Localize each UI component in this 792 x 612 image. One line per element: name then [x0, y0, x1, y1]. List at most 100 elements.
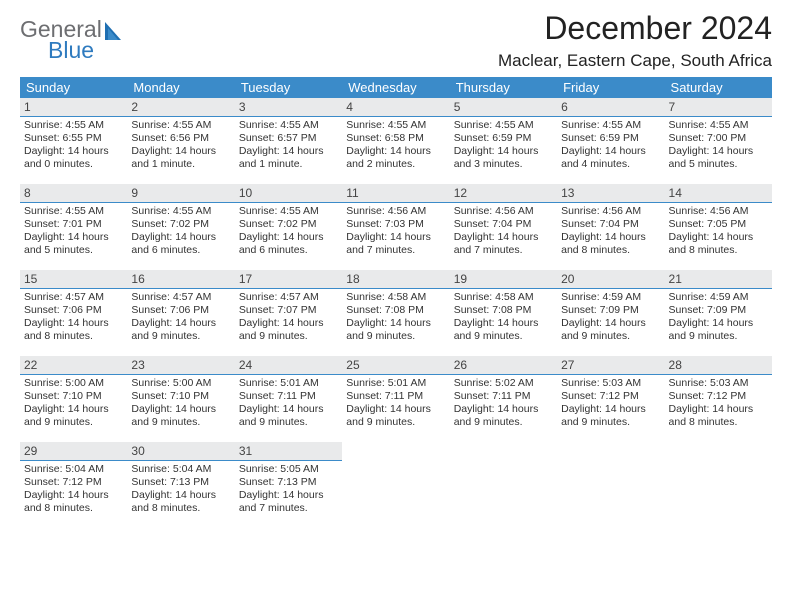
sunset-line: Sunset: 7:06 PM — [24, 304, 123, 317]
sunrise-line: Sunrise: 5:05 AM — [239, 463, 338, 476]
daylight-line: Daylight: 14 hours and 8 minutes. — [131, 489, 230, 515]
daylight-line: Daylight: 14 hours and 7 minutes. — [239, 489, 338, 515]
day-number: 7 — [665, 98, 772, 117]
sunset-line: Sunset: 7:03 PM — [346, 218, 445, 231]
weekday-header: Thursday — [450, 77, 557, 98]
day-info: Sunrise: 4:56 AMSunset: 7:04 PMDaylight:… — [561, 205, 660, 258]
daylight-line: Daylight: 14 hours and 5 minutes. — [669, 145, 768, 171]
day-cell: 9Sunrise: 4:55 AMSunset: 7:02 PMDaylight… — [127, 184, 234, 270]
logo-word-blue: Blue — [48, 39, 102, 62]
day-info: Sunrise: 4:57 AMSunset: 7:06 PMDaylight:… — [24, 291, 123, 344]
day-info: Sunrise: 5:02 AMSunset: 7:11 PMDaylight:… — [454, 377, 553, 430]
sunset-line: Sunset: 7:06 PM — [131, 304, 230, 317]
daylight-line: Daylight: 14 hours and 9 minutes. — [454, 403, 553, 429]
sunrise-line: Sunrise: 5:03 AM — [561, 377, 660, 390]
day-cell: 3Sunrise: 4:55 AMSunset: 6:57 PMDaylight… — [235, 98, 342, 184]
day-info: Sunrise: 4:55 AMSunset: 6:59 PMDaylight:… — [561, 119, 660, 172]
day-info: Sunrise: 4:56 AMSunset: 7:04 PMDaylight:… — [454, 205, 553, 258]
sunset-line: Sunset: 7:04 PM — [561, 218, 660, 231]
sunrise-line: Sunrise: 5:00 AM — [131, 377, 230, 390]
sunrise-line: Sunrise: 4:55 AM — [669, 119, 768, 132]
sunrise-line: Sunrise: 4:59 AM — [669, 291, 768, 304]
sunrise-line: Sunrise: 4:55 AM — [239, 119, 338, 132]
sunrise-line: Sunrise: 5:04 AM — [24, 463, 123, 476]
day-number: 20 — [557, 270, 664, 289]
sunset-line: Sunset: 7:13 PM — [131, 476, 230, 489]
sunrise-line: Sunrise: 4:55 AM — [131, 119, 230, 132]
sunset-line: Sunset: 7:12 PM — [561, 390, 660, 403]
day-info: Sunrise: 4:55 AMSunset: 6:58 PMDaylight:… — [346, 119, 445, 172]
daylight-line: Daylight: 14 hours and 2 minutes. — [346, 145, 445, 171]
sunset-line: Sunset: 7:11 PM — [239, 390, 338, 403]
day-info: Sunrise: 4:55 AMSunset: 6:59 PMDaylight:… — [454, 119, 553, 172]
daylight-line: Daylight: 14 hours and 8 minutes. — [24, 489, 123, 515]
day-cell: 6 Sunrise: 4:55 AMSunset: 6:59 PMDaylight… — [557, 98, 664, 184]
weekday-row: Sunday Monday Tuesday Wednesday Thursday… — [20, 77, 772, 98]
daylight-line: Daylight: 14 hours and 8 minutes. — [24, 317, 123, 343]
daylight-line: Daylight: 14 hours and 3 minutes. — [454, 145, 553, 171]
calendar-head: Sunday Monday Tuesday Wednesday Thursday… — [20, 77, 772, 98]
day-cell: 20 Sunrise: 4:59 AMSunset: 7:09 PMDayligh… — [557, 270, 664, 356]
day-info: Sunrise: 4:57 AMSunset: 7:07 PMDaylight:… — [239, 291, 338, 344]
day-info: Sunrise: 5:04 AMSunset: 7:12 PMDaylight:… — [24, 463, 123, 516]
day-cell: 5Sunrise: 4:55 AMSunset: 6:59 PMDaylight… — [450, 98, 557, 184]
day-number: 25 — [342, 356, 449, 375]
day-info: Sunrise: 5:00 AMSunset: 7:10 PMDaylight:… — [131, 377, 230, 430]
day-info: Sunrise: 5:04 AMSunset: 7:13 PMDaylight:… — [131, 463, 230, 516]
weekday-header: Friday — [557, 77, 664, 98]
day-number: 31 — [235, 442, 342, 461]
day-cell: 27Sunrise: 5:03 AMSunset: 7:12 PMDayligh… — [557, 356, 664, 442]
daylight-line: Daylight: 14 hours and 9 minutes. — [561, 403, 660, 429]
sunset-line: Sunset: 7:07 PM — [239, 304, 338, 317]
sunset-line: Sunset: 6:59 PM — [561, 132, 660, 145]
day-info: Sunrise: 4:55 AMSunset: 7:02 PMDaylight:… — [131, 205, 230, 258]
day-info: Sunrise: 4:55 AMSunset: 6:55 PMDaylight:… — [24, 119, 123, 172]
sunset-line: Sunset: 7:13 PM — [239, 476, 338, 489]
daylight-line: Daylight: 14 hours and 6 minutes. — [239, 231, 338, 257]
calendar-body: 1 Sunrise: 4:55 AMSunset: 6:55 PMDaylight… — [20, 98, 772, 528]
calendar-page: General Blue December 2024 Maclear, East… — [0, 0, 792, 612]
day-number: 23 — [127, 356, 234, 375]
sunset-line: Sunset: 7:09 PM — [669, 304, 768, 317]
day-cell: 25Sunrise: 5:01 AMSunset: 7:11 PMDayligh… — [342, 356, 449, 442]
sunset-line: Sunset: 7:08 PM — [454, 304, 553, 317]
sunset-line: Sunset: 7:12 PM — [669, 390, 768, 403]
title-block: December 2024 Maclear, Eastern Cape, Sou… — [498, 10, 772, 71]
daylight-line: Daylight: 14 hours and 8 minutes. — [561, 231, 660, 257]
day-info: Sunrise: 4:59 AMSunset: 7:09 PMDaylight:… — [561, 291, 660, 344]
day-cell: 21Sunrise: 4:59 AMSunset: 7:09 PMDayligh… — [665, 270, 772, 356]
day-number: 4 — [342, 98, 449, 117]
sunset-line: Sunset: 7:05 PM — [669, 218, 768, 231]
day-number: 6 — [557, 98, 664, 117]
day-cell: 22Sunrise: 5:00 AMSunset: 7:10 PMDayligh… — [20, 356, 127, 442]
sunset-line: Sunset: 7:08 PM — [346, 304, 445, 317]
day-number: 14 — [665, 184, 772, 203]
day-cell: 24Sunrise: 5:01 AMSunset: 7:11 PMDayligh… — [235, 356, 342, 442]
week-row: 15Sunrise: 4:57 AMSunset: 7:06 PMDayligh… — [20, 270, 772, 356]
header: General Blue December 2024 Maclear, East… — [20, 12, 772, 71]
day-number: 30 — [127, 442, 234, 461]
day-cell: 19Sunrise: 4:58 AMSunset: 7:08 PMDayligh… — [450, 270, 557, 356]
day-info: Sunrise: 4:55 AMSunset: 6:57 PMDaylight:… — [239, 119, 338, 172]
day-cell — [665, 442, 772, 528]
weekday-header: Saturday — [665, 77, 772, 98]
day-number: 18 — [342, 270, 449, 289]
day-cell: 26 Sunrise: 5:02 AMSunset: 7:11 PMDayligh… — [450, 356, 557, 442]
day-cell — [342, 442, 449, 528]
day-info: Sunrise: 5:00 AMSunset: 7:10 PMDaylight:… — [24, 377, 123, 430]
sunrise-line: Sunrise: 4:57 AM — [239, 291, 338, 304]
day-info: Sunrise: 4:58 AMSunset: 7:08 PMDaylight:… — [454, 291, 553, 344]
sunset-line: Sunset: 6:57 PM — [239, 132, 338, 145]
sunset-line: Sunset: 7:09 PM — [561, 304, 660, 317]
day-number: 21 — [665, 270, 772, 289]
day-number: 29 — [20, 442, 127, 461]
sunset-line: Sunset: 7:02 PM — [239, 218, 338, 231]
day-info: Sunrise: 4:56 AMSunset: 7:05 PMDaylight:… — [669, 205, 768, 258]
logo: General Blue — [20, 12, 131, 62]
sunset-line: Sunset: 7:04 PM — [454, 218, 553, 231]
day-number: 26 — [450, 356, 557, 375]
day-number: 1 — [20, 98, 127, 117]
sunrise-line: Sunrise: 5:00 AM — [24, 377, 123, 390]
sunset-line: Sunset: 7:12 PM — [24, 476, 123, 489]
sunrise-line: Sunrise: 4:55 AM — [454, 119, 553, 132]
